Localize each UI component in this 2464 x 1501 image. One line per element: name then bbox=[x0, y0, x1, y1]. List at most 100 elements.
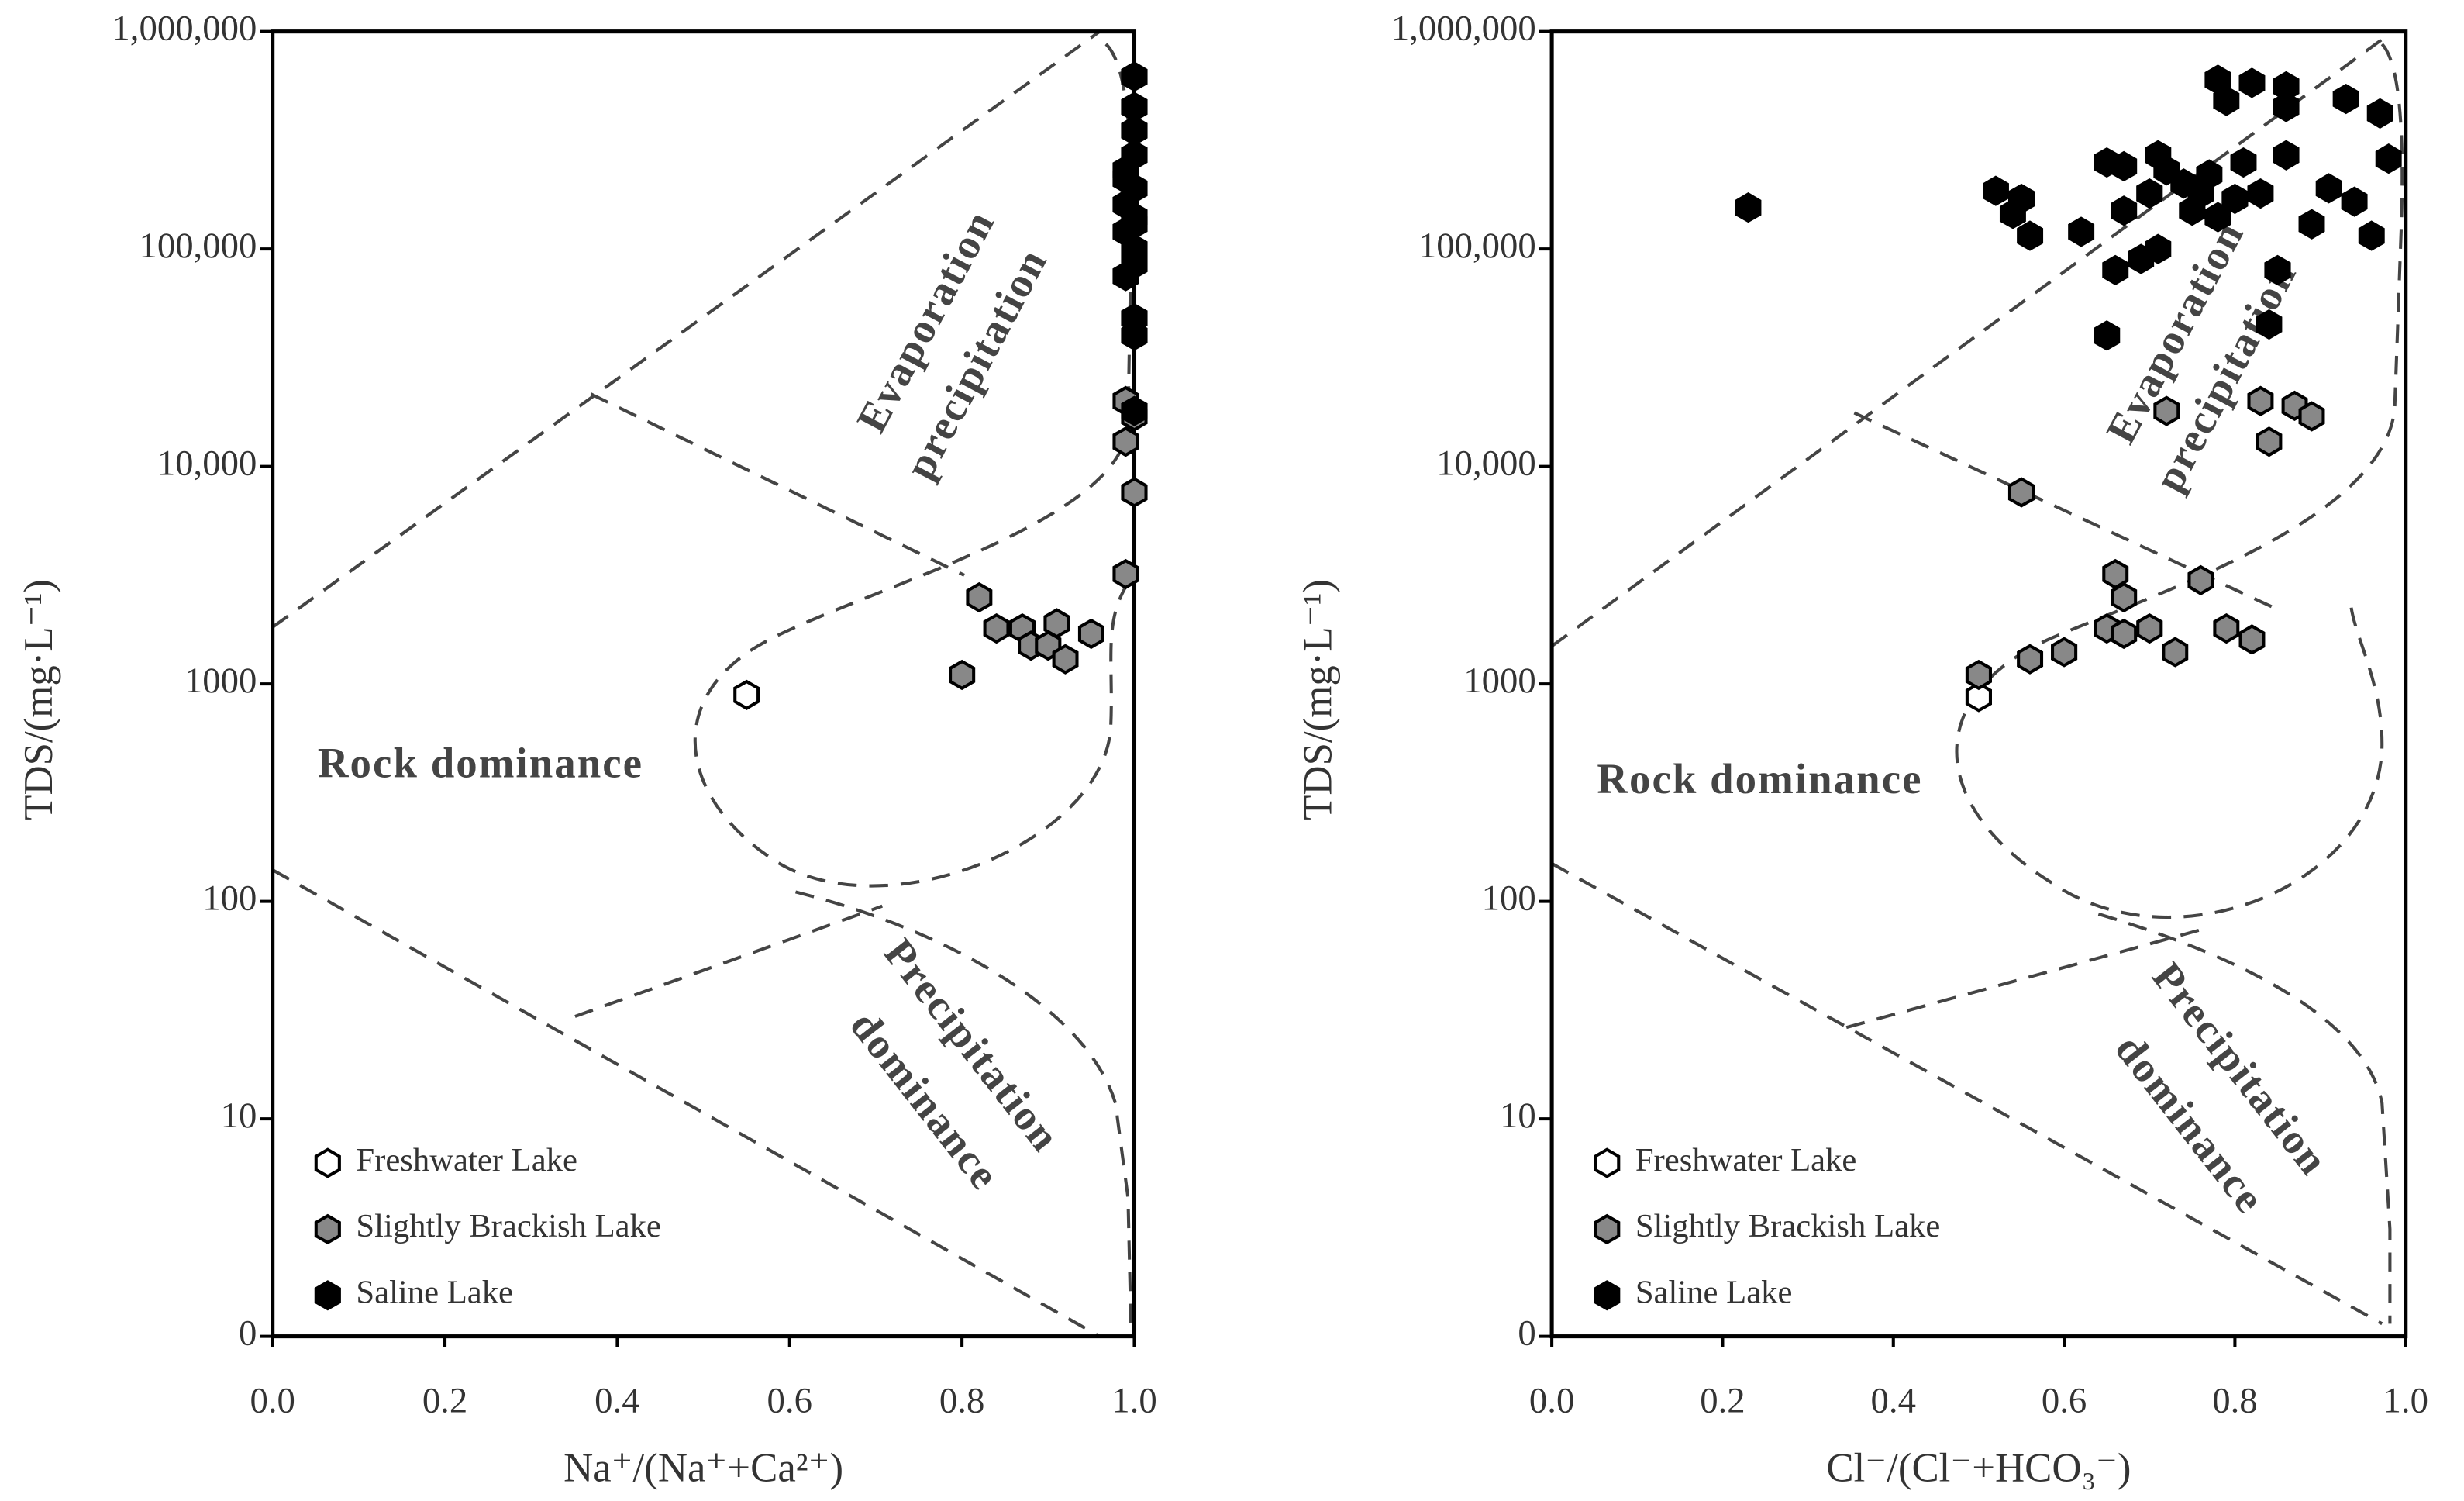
plot-frame bbox=[271, 29, 1137, 1339]
data-point bbox=[1112, 426, 1139, 457]
data-point bbox=[1965, 681, 1993, 713]
data-point bbox=[2264, 254, 2291, 286]
x-tick-label: 1.0 bbox=[1111, 1381, 1156, 1421]
boundary bbox=[1550, 38, 2383, 647]
data-point bbox=[1121, 209, 1148, 240]
data-point bbox=[2247, 178, 2274, 209]
data-point bbox=[1112, 558, 1139, 590]
data-point bbox=[2111, 150, 2138, 182]
data-point bbox=[1965, 659, 1993, 691]
data-point bbox=[2111, 581, 2138, 613]
data-point bbox=[2238, 624, 2266, 655]
boundaries-right bbox=[1550, 38, 2404, 1326]
data-point bbox=[733, 679, 760, 710]
legend-marker bbox=[314, 1213, 341, 1244]
legend-marker bbox=[314, 1147, 341, 1178]
boundary bbox=[1551, 862, 2383, 1326]
data-point bbox=[2007, 477, 2035, 508]
y-tick-label: 1000 bbox=[1463, 661, 1535, 701]
data-point bbox=[2315, 173, 2342, 204]
legend-label: Freshwater Lake bbox=[1635, 1142, 1857, 1178]
data-point bbox=[2298, 401, 2325, 432]
legend-label: Freshwater Lake bbox=[356, 1142, 577, 1178]
legend-marker bbox=[1594, 1280, 1621, 1311]
y-tick-label: 100 bbox=[1482, 878, 1536, 918]
boundary bbox=[2097, 912, 2392, 1324]
data-point bbox=[2256, 309, 2283, 340]
chart-panel: 0 10 100 1000 10,000 100,000 1,000,000 0.0 0.2 0.… bbox=[16, 8, 1157, 1490]
data-point bbox=[2332, 84, 2359, 115]
x-tick-label: 0.6 bbox=[767, 1381, 812, 1421]
data-point bbox=[2145, 233, 2172, 264]
y-tick-label: 100 bbox=[202, 878, 257, 918]
data-point bbox=[2111, 618, 2138, 650]
x-tick-label: 0.6 bbox=[2042, 1381, 2087, 1421]
data-point bbox=[2230, 147, 2257, 178]
boundaries-left bbox=[271, 30, 1133, 1338]
data-point bbox=[1121, 115, 1148, 147]
y-tick-label: 1,000,000 bbox=[112, 8, 257, 48]
x-tick-label: 0.0 bbox=[250, 1381, 295, 1421]
data-point bbox=[2136, 612, 2163, 644]
data-point bbox=[2256, 426, 2283, 457]
boundary bbox=[271, 30, 1101, 629]
data-point bbox=[2247, 385, 2274, 416]
data-point bbox=[2221, 183, 2249, 215]
x-tick-label: 0.8 bbox=[2212, 1381, 2257, 1421]
x-tick-label: 0.4 bbox=[1871, 1381, 1916, 1421]
data-point bbox=[2213, 85, 2240, 116]
data-point bbox=[2187, 564, 2214, 596]
data-point bbox=[2273, 91, 2300, 122]
y-tick-label: 0 bbox=[1518, 1313, 1535, 1353]
x-axis-label: Cl⁻/(Cl⁻+HCO₃⁻) bbox=[1826, 1446, 2131, 1491]
data-point bbox=[2162, 637, 2189, 668]
data-point bbox=[983, 612, 1010, 644]
data-point bbox=[1043, 608, 1070, 639]
x-tick-label: 1.0 bbox=[2383, 1381, 2428, 1421]
x-axis-label: Na⁺/(Na⁺+Ca²⁺) bbox=[563, 1446, 843, 1491]
y-tick-label: 100,000 bbox=[1418, 226, 1536, 266]
data-point bbox=[949, 659, 976, 691]
chart-panel: 0 10 100 1000 10,000 100,000 1,000,000 0.0 0.2 0.… bbox=[1296, 8, 2428, 1490]
region-label: Rock dominance bbox=[318, 739, 643, 786]
data-point bbox=[1112, 261, 1139, 292]
data-point bbox=[2068, 216, 2095, 247]
data-point bbox=[2017, 644, 2044, 675]
legend-label: Saline Lake bbox=[356, 1275, 513, 1311]
data-point bbox=[2102, 254, 2129, 286]
data-point bbox=[1077, 618, 1104, 650]
data-point bbox=[2051, 637, 2078, 668]
data-point bbox=[2375, 143, 2402, 174]
boundary bbox=[794, 890, 1133, 1337]
y-tick-label: 10,000 bbox=[157, 443, 257, 483]
data-point bbox=[966, 581, 993, 613]
x-tick-label: 0.4 bbox=[594, 1381, 639, 1421]
data-point bbox=[2341, 186, 2368, 217]
data-point bbox=[2094, 320, 2121, 351]
y-tick-label: 0 bbox=[239, 1313, 257, 1353]
data-point bbox=[2196, 159, 2223, 190]
data-point bbox=[2153, 395, 2180, 426]
data-point bbox=[2238, 67, 2266, 98]
y-axis-label: TDS/(mg·L⁻¹) bbox=[16, 579, 61, 820]
y-tick-label: 10 bbox=[1500, 1096, 1536, 1136]
legend-label: Slightly Brackish Lake bbox=[356, 1208, 660, 1244]
y-axis-label: TDS/(mg·L⁻¹) bbox=[1296, 579, 1341, 820]
data-point bbox=[2017, 220, 2044, 251]
boundary bbox=[574, 904, 883, 1018]
data-point bbox=[2358, 220, 2385, 251]
data-point bbox=[2179, 195, 2206, 226]
boundary bbox=[271, 868, 1101, 1338]
data-point bbox=[2204, 202, 2231, 233]
y-tick-label: 10,000 bbox=[1436, 443, 1536, 483]
data-point bbox=[1052, 644, 1079, 675]
legend-marker bbox=[1594, 1147, 1621, 1178]
x-tick-label: 0.0 bbox=[1529, 1381, 1574, 1421]
boundary bbox=[1955, 43, 2404, 919]
data-point bbox=[2366, 98, 2393, 129]
x-tick-label: 0.2 bbox=[422, 1381, 467, 1421]
x-tick-label: 0.8 bbox=[939, 1381, 984, 1421]
legend-label: Saline Lake bbox=[1635, 1275, 1793, 1311]
data-point bbox=[2136, 178, 2163, 209]
